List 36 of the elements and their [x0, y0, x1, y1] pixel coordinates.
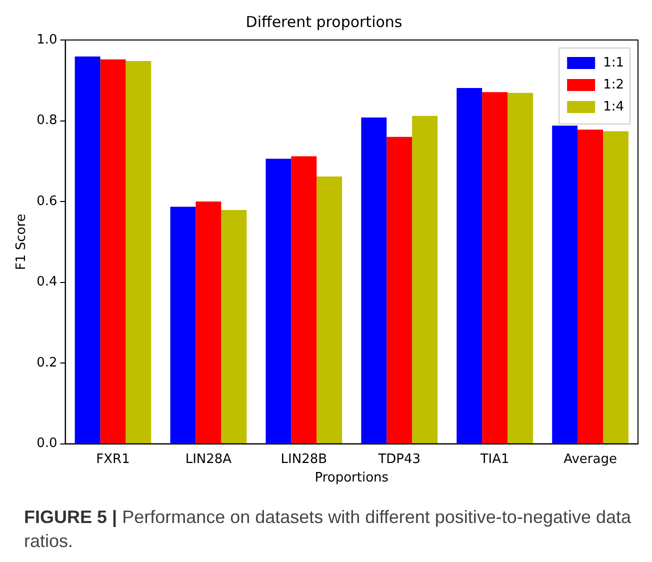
bar: [508, 92, 533, 444]
legend-label: 1:4: [603, 99, 624, 114]
bar: [221, 210, 247, 444]
bar: [196, 202, 222, 444]
y-tick-label: 0.8: [36, 113, 58, 128]
bar: [126, 61, 152, 444]
bar: [100, 59, 126, 444]
y-tick-label: 0.6: [36, 194, 58, 209]
y-tick-label: 0.0: [36, 436, 58, 452]
bar: [361, 118, 387, 444]
x-tick-label: LIN28A: [185, 452, 232, 467]
bar: [291, 156, 317, 444]
bar: [412, 116, 438, 444]
x-tick-label: TDP43: [377, 452, 421, 467]
chart-title: Different proportions: [246, 12, 402, 31]
y-tick-label: 0.4: [36, 274, 58, 290]
text: FIGURE 5 | Performance on datasets with different positive-to-negative data ratios.: [24, 507, 632, 551]
bar: [456, 88, 482, 444]
bar: [482, 92, 508, 444]
bar: [578, 130, 603, 444]
bar: [316, 176, 342, 444]
y-axis-title: F1 Score: [14, 214, 30, 270]
x-axis-title: Proportions: [314, 470, 389, 486]
bar: [266, 158, 292, 444]
x-tick-label: Average: [564, 452, 617, 467]
bar: [603, 131, 628, 444]
legend-label: 1:1: [603, 55, 624, 70]
y-tick-label: 0.2: [36, 355, 58, 370]
y-tick-label: 1.0: [36, 32, 58, 48]
bar: [74, 56, 100, 444]
bar: [386, 136, 412, 444]
legend-label: 1:2: [603, 77, 624, 92]
bar: [170, 206, 196, 444]
x-tick-label: LIN28B: [280, 452, 328, 467]
x-tick-label: TIA1: [479, 452, 510, 467]
x-tick-label: FXR1: [96, 452, 130, 467]
